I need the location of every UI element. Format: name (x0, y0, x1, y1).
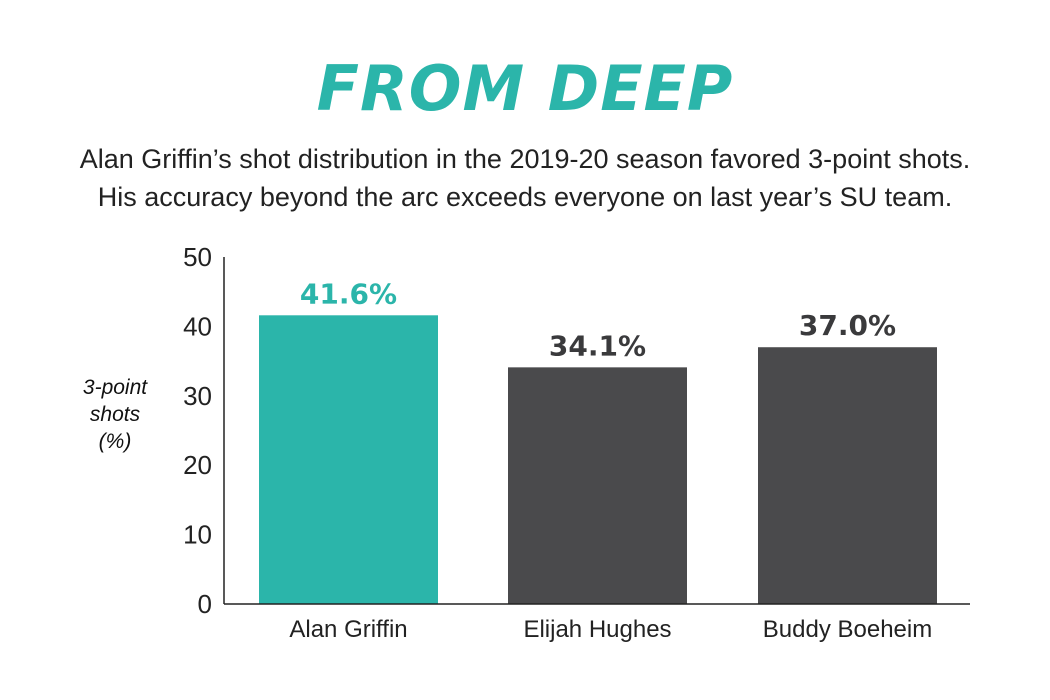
chart-subtitle: Alan Griffin’s shot distribution in the … (0, 140, 1050, 216)
y-axis-label-line-3: (%) (98, 430, 132, 453)
bar-2 (508, 367, 687, 604)
x-tick-label-2: Elijah Hughes (523, 616, 671, 643)
chart-title: FROM DEEP (316, 52, 734, 125)
subtitle-line-2: His accuracy beyond the arc exceeds ever… (97, 182, 953, 212)
data-label-3: 37.0% (799, 309, 896, 342)
x-tick-label-1: Alan Griffin (289, 616, 407, 643)
y-tick-label-50: 50 (183, 242, 212, 272)
bar-1 (259, 315, 438, 604)
x-tick-label-3: Buddy Boeheim (763, 616, 932, 643)
y-tick-label-0: 0 (198, 589, 212, 619)
bar-3 (758, 347, 937, 604)
y-tick-label-10: 10 (183, 520, 212, 550)
y-tick-label-20: 20 (183, 450, 212, 480)
subtitle-line-1: Alan Griffin’s shot distribution in the … (79, 144, 971, 174)
y-tick-label-40: 40 (183, 311, 212, 341)
data-label-1: 41.6% (300, 277, 397, 310)
y-axis-label-line-2: shots (89, 403, 141, 426)
y-axis-label: 3-point shots (%) (60, 374, 170, 455)
data-label-2: 34.1% (549, 329, 646, 362)
y-tick-label-30: 30 (183, 381, 212, 411)
y-axis-label-line-1: 3-point (82, 376, 148, 399)
